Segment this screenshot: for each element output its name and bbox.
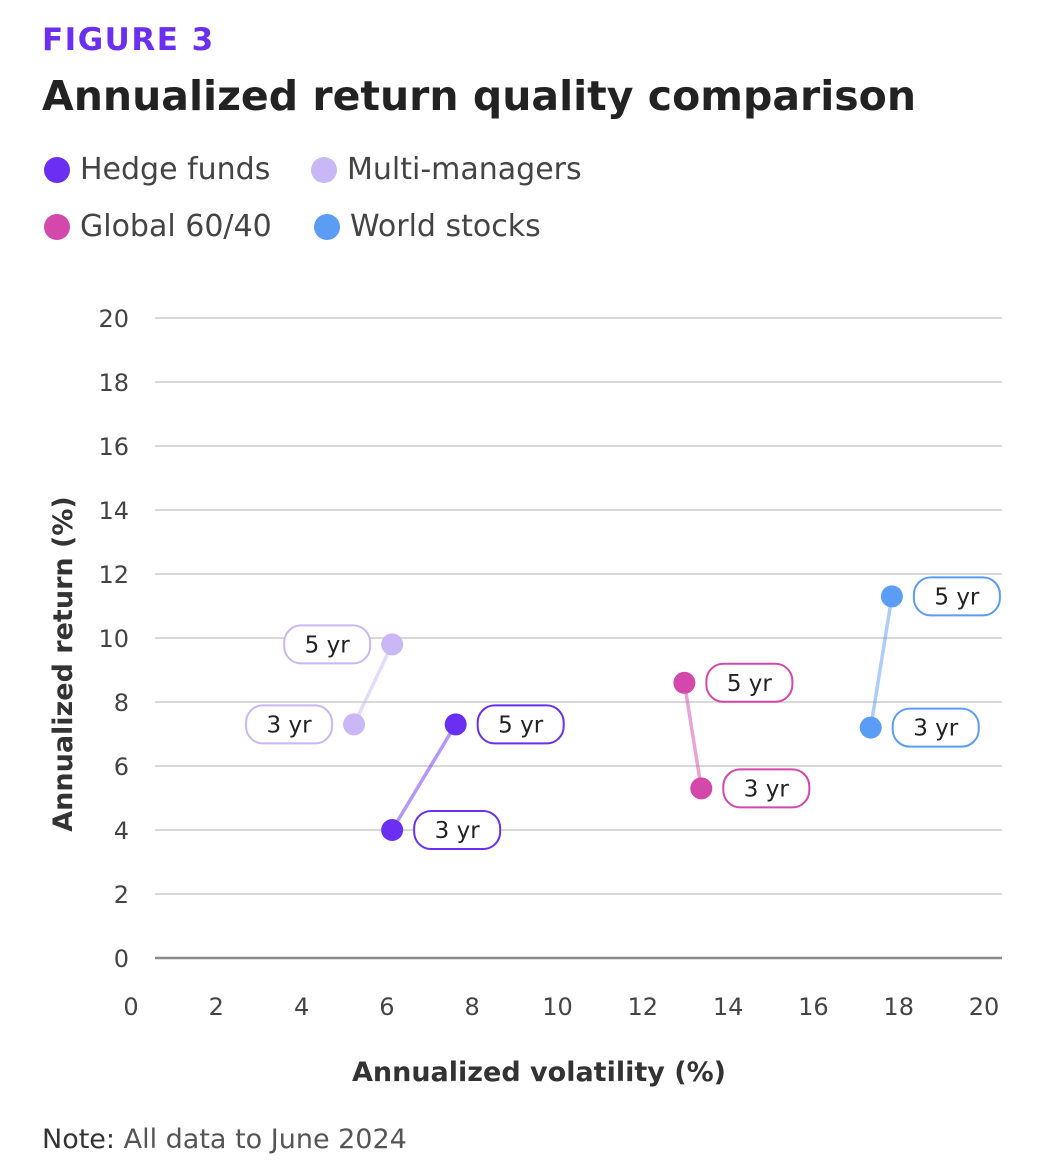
series-connector: [390, 723, 458, 831]
x-tick-label: 20: [969, 993, 1000, 1021]
data-label-pill: [705, 662, 794, 703]
data-point: [880, 585, 903, 608]
y-tick-label: 10: [98, 625, 129, 653]
y-tick-label: 6: [114, 753, 129, 781]
x-tick-label: 4: [294, 993, 309, 1021]
legend-label: Hedge funds: [80, 152, 271, 187]
x-tick-label: 2: [209, 993, 224, 1021]
data-label-pill: [722, 768, 811, 809]
data-label-pill: [912, 576, 1001, 617]
y-tick-label: 18: [98, 369, 129, 397]
x-tick-label: 16: [798, 993, 829, 1021]
y-tick-label: 14: [98, 497, 129, 525]
chart-title: Annualized return quality comparison: [42, 72, 917, 120]
y-tick-label: 8: [114, 689, 129, 717]
data-label: 5 yr: [934, 584, 980, 610]
data-label-pill: [413, 810, 502, 850]
data-label-pill: [891, 707, 980, 748]
y-tick-label: 0: [114, 945, 129, 973]
y-tick-label: 12: [98, 561, 129, 589]
note-label: Note:: [42, 1124, 116, 1155]
x-tick-label: 18: [883, 993, 914, 1021]
data-point: [690, 777, 713, 800]
note-text: All data to June 2024: [123, 1124, 407, 1155]
y-axis-title: Annualized return (%): [48, 496, 79, 831]
data-point: [859, 716, 882, 739]
x-tick-label: 0: [123, 993, 138, 1021]
x-tick-label: 12: [628, 993, 659, 1021]
series-connector: [352, 643, 394, 726]
data-label: 5 yr: [305, 632, 351, 658]
scatter-chart: 0 2 4 6 8 10 12 14 16 18 20 0 2 4 6 8 10 12 14 16 18 20 Annual…: [48, 305, 1002, 1088]
data-label: 5 yr: [498, 712, 544, 738]
legend-swatch: [314, 213, 340, 240]
y-tick-label: 16: [98, 433, 129, 461]
figure-label: FIGURE 3: [42, 22, 215, 58]
data-label: 3 yr: [913, 716, 959, 742]
x-tick-label: 14: [713, 993, 744, 1021]
data-label: 3 yr: [744, 776, 790, 802]
x-tick-label: 6: [379, 993, 394, 1021]
legend-item-world-stocks: World stocks: [314, 209, 541, 244]
legend-label: Multi-managers: [347, 152, 582, 187]
series-connector: [868, 596, 894, 728]
legend-label: World stocks: [350, 209, 541, 244]
data-point: [444, 713, 467, 736]
data-label: 5 yr: [727, 671, 773, 697]
legend-label: Global 60/40: [80, 209, 272, 244]
y-tick-label: 20: [98, 305, 129, 333]
data-label-pill: [476, 704, 565, 745]
legend-item-global-60-40: Global 60/40: [44, 209, 272, 244]
x-tick-label: 10: [542, 993, 573, 1021]
legend-swatch: [311, 156, 337, 183]
y-tick-label: 2: [114, 881, 129, 909]
data-point: [673, 671, 696, 694]
data-point: [381, 633, 404, 656]
data-label: 3 yr: [435, 818, 481, 844]
x-tick-label: 8: [465, 993, 480, 1021]
legend-item-hedge-funds: Hedge funds: [44, 152, 270, 187]
chart-note: Note: All data to June 2024: [42, 1124, 407, 1155]
y-tick-label: 4: [114, 817, 129, 845]
legend-item-multi-managers: Multi-managers: [311, 152, 582, 187]
data-label-pill: [245, 704, 334, 745]
legend-swatch: [44, 213, 70, 240]
legend-swatch: [44, 156, 70, 183]
data-point: [343, 713, 366, 736]
data-point: [381, 819, 404, 841]
data-label: 3 yr: [267, 712, 313, 738]
x-axis-title: Annualized volatility (%): [352, 1057, 726, 1088]
data-label-pill: [283, 624, 372, 665]
series-connector: [682, 682, 704, 789]
